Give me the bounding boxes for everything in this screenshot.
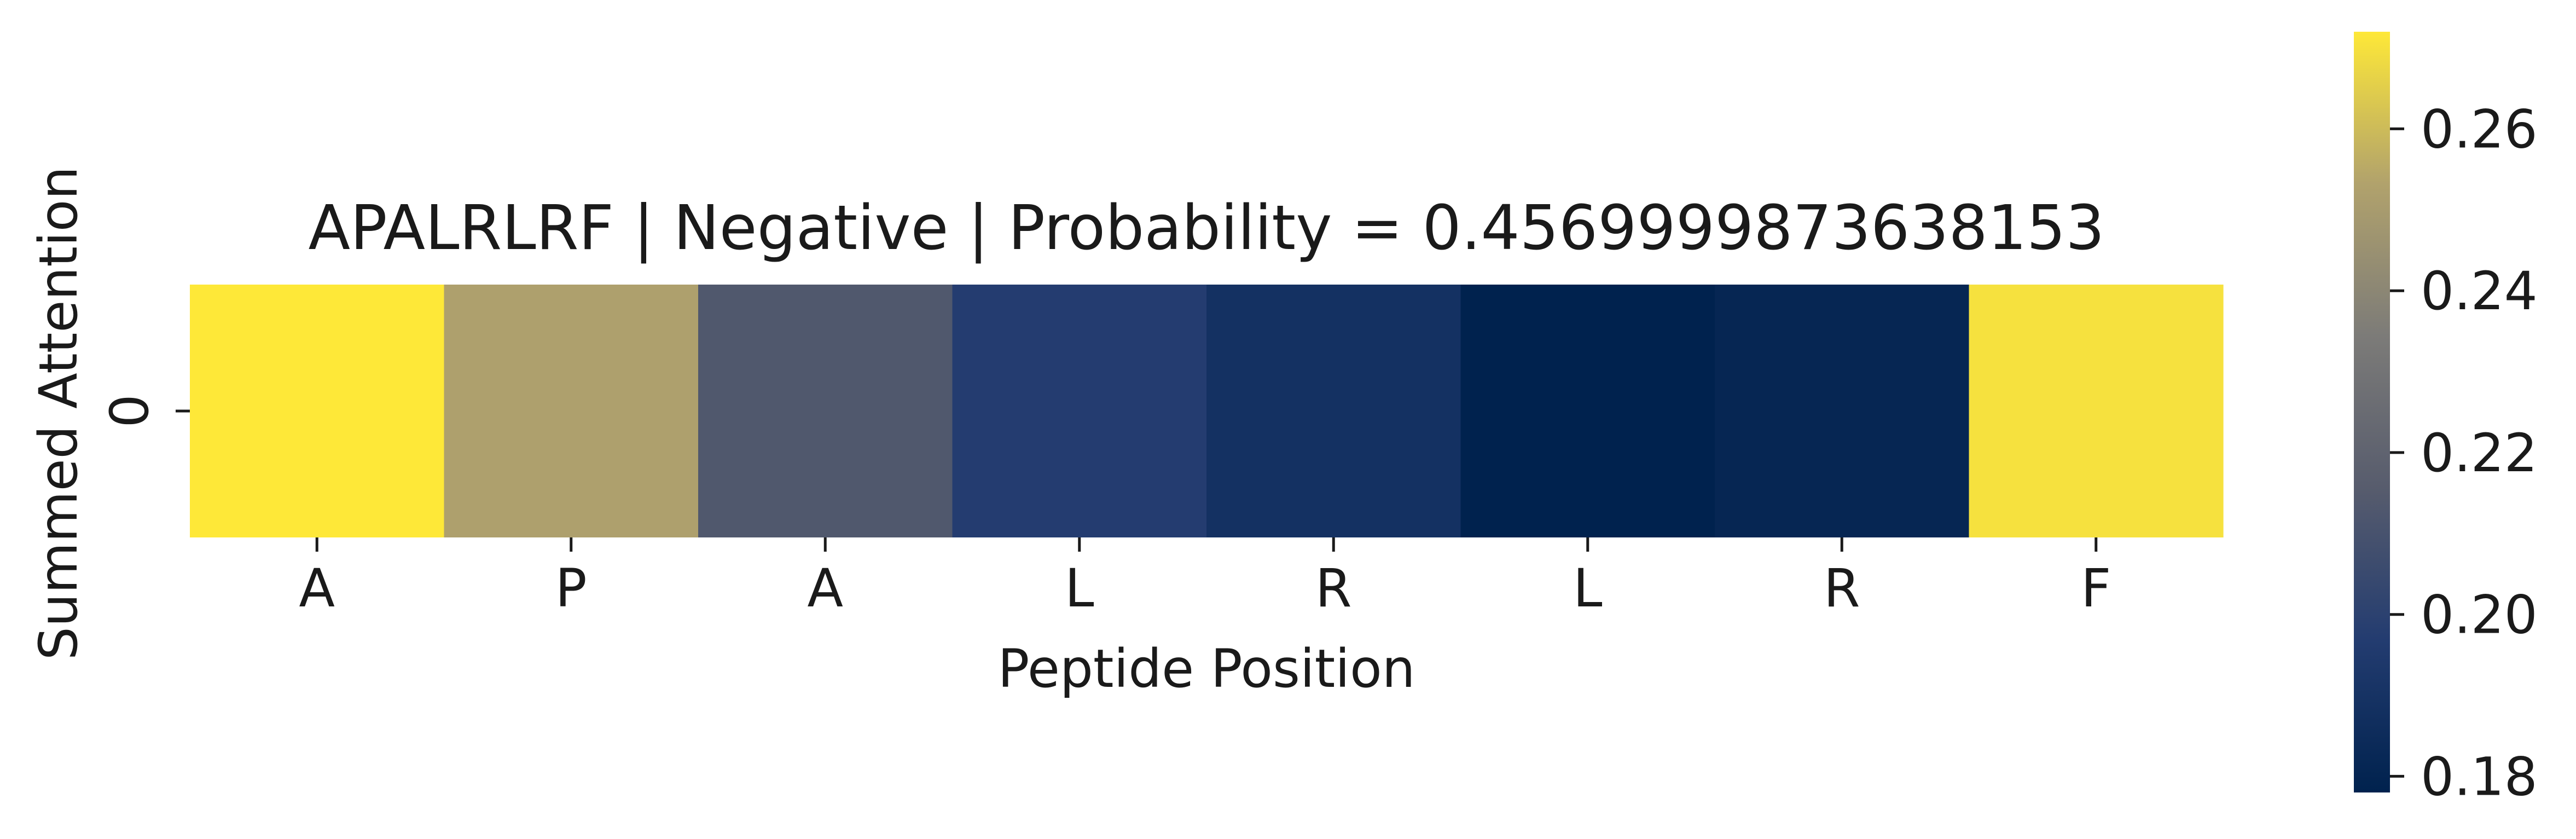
heatmap-cell	[1715, 285, 1970, 537]
x-axis-label: Peptide Position	[997, 638, 1415, 699]
y-axis-label: Summed Attention	[28, 166, 89, 660]
colorbar	[2354, 32, 2390, 792]
chart-title: APALRLRF | Negative | Probability = 0.45…	[308, 193, 2104, 264]
x-tick-label: A	[299, 558, 335, 619]
x-tick-label: P	[555, 558, 587, 619]
heatmap-cell	[698, 285, 953, 537]
x-tick-label: L	[1573, 558, 1602, 619]
heatmap-cell	[1206, 285, 1461, 537]
colorbar-tick-label: 0.22	[2421, 423, 2538, 484]
heatmap-cell	[1969, 285, 2224, 537]
x-tick-label: L	[1065, 558, 1094, 619]
colorbar-tick-label: 0.26	[2421, 99, 2538, 160]
colorbar-ticks: 0.18 0.20 0.22 0.24 0.26	[2390, 99, 2538, 807]
colorbar-tick-label: 0.24	[2421, 261, 2538, 322]
x-tick-label: R	[1315, 558, 1352, 619]
heatmap-cell	[444, 285, 699, 537]
colorbar-tick-label: 0.18	[2421, 746, 2538, 807]
x-tick-label: A	[807, 558, 843, 619]
y-axis-ticks: 0	[99, 394, 190, 428]
x-tick-label: F	[2081, 558, 2111, 619]
heatmap-cells	[190, 285, 2224, 537]
colorbar-tick-label: 0.20	[2421, 585, 2538, 646]
heatmap-cell	[190, 285, 445, 537]
heatmap-cell	[1460, 285, 1715, 537]
x-tick-label: R	[1824, 558, 1860, 619]
heatmap-cell	[952, 285, 1207, 537]
y-tick-label: 0	[99, 394, 160, 427]
